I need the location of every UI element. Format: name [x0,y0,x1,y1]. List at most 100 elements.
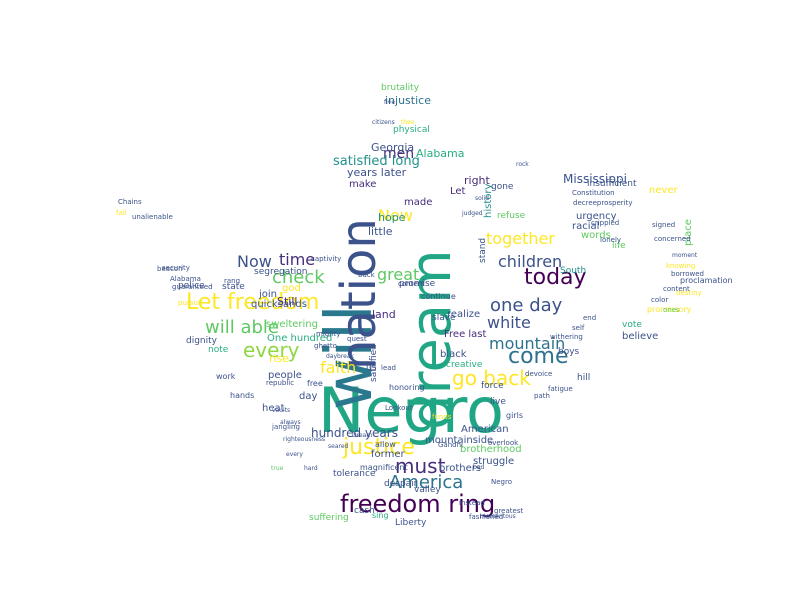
cloud-word: always [280,419,301,426]
cloud-word: quicksands [251,299,307,310]
cloud-word: racial [572,221,600,232]
cloud-word: creative [446,360,483,370]
cloud-word: hard [304,465,318,472]
cloud-word: must [395,454,446,478]
cloud-word: physical [393,125,430,135]
cloud-word: Alabama [416,147,465,160]
cloud-word: people [268,370,302,381]
cloud-word: force [481,381,504,391]
cloud-word: Gandhi [438,441,463,449]
cloud-word: Lookout [385,404,413,412]
cloud-word: police [178,281,205,291]
cloud-word: overlook [488,439,519,447]
cloud-word: satisfied long [333,154,420,169]
cloud-word: together [486,229,555,248]
cloud-word: daybreak [326,353,355,360]
cloud-word: knowing [666,262,696,270]
cloud-word: Alabama [170,275,201,283]
cloud-word: captivity [311,255,342,263]
cloud-word: work [216,372,236,381]
cloud-word: New [378,206,413,225]
cloud-word: sweltering [266,319,318,330]
cloud-word: suffering [309,513,349,523]
cloud-word: former [371,449,405,460]
cloud-word: color [651,296,669,304]
cloud-word: momentous [480,513,516,520]
cloud-word: judged [462,210,483,217]
cloud-word: Constitution [572,189,615,197]
cloud-word: made [404,197,433,208]
cloud-word: Negro [318,374,504,447]
cloud-word: proclamation [680,276,733,285]
cloud-word: hands [230,391,255,400]
cloud-word: withering [550,333,583,341]
cloud-word: South [560,266,587,276]
cloud-word: lonely [600,236,622,244]
cloud-word: Free last [444,329,487,340]
cloud-word: check [272,267,325,288]
cloud-word: citizens [372,119,395,126]
cloud-word: mighty [316,330,341,338]
cloud-word: will able [205,317,279,338]
cloud-word: realize [447,309,481,320]
cloud-word: back [358,271,375,279]
cloud-word: promise [399,279,436,289]
cloud-word: fashioned [469,513,504,521]
cloud-word: every [243,338,300,362]
cloud-word: live [490,397,506,407]
cloud-word: hundred years [311,426,398,440]
cloud-word: make [349,179,377,190]
cloud-word: republic [266,379,295,387]
cloud-word: devoice [525,370,553,378]
cloud-word: mountainside [425,435,494,446]
cloud-word: cash [354,506,375,516]
cloud-word: seared [328,443,349,450]
cloud-word: decreeprosperity [573,199,633,207]
cloud-word: words [581,230,611,241]
cloud-word: valley [414,485,441,495]
cloud-word: years later [347,166,407,179]
cloud-word: solid [475,195,489,202]
cloud-word: promissory [647,305,692,314]
cloud-word: crippled [591,219,620,227]
cloud-word: boys [558,347,580,357]
cloud-word: lead [381,364,396,372]
cloud-word: little [368,225,393,238]
cloud-word: right [464,174,490,187]
cloud-word: great [377,265,420,284]
cloud-word: brutality [381,83,420,93]
cloud-word: go back [452,366,531,390]
cloud-word: struggle [473,456,515,467]
cloud-word: vaults [272,407,291,414]
cloud-word: hill [577,373,591,383]
cloud-word: sing [372,511,389,520]
cloud-word: stand [478,237,488,263]
cloud-word: Dream [352,432,373,439]
cloud-word: brothers [439,463,482,474]
cloud-word: white [487,313,531,332]
cloud-word: tolerance [333,469,376,479]
cloud-word: moment [672,252,698,259]
cloud-word: pursuit [178,299,203,307]
cloud-word: Liberty [395,518,427,528]
cloud-word: Let [450,186,466,197]
cloud-word: land [372,308,396,321]
cloud-word: despair [384,479,418,489]
cloud-word: thee [401,119,415,126]
cloud-word: fail [116,209,127,217]
cloud-word: ones [663,306,680,314]
cloud-word: note [208,345,229,355]
cloud-word: unalienable [132,213,173,221]
cloud-word: Now [237,252,272,271]
cloud-word: slave [432,313,456,323]
cloud-word: vote [622,320,642,330]
cloud-word: segregation [254,267,308,277]
cloud-word: rise [269,352,290,365]
cloud-word: quest [347,335,367,343]
cloud-word: allow [375,440,396,449]
cloud-word: America [389,472,464,493]
cloud-word: ghetto [314,342,337,350]
cloud-word: signed [652,221,676,229]
cloud-word: free [307,379,323,388]
